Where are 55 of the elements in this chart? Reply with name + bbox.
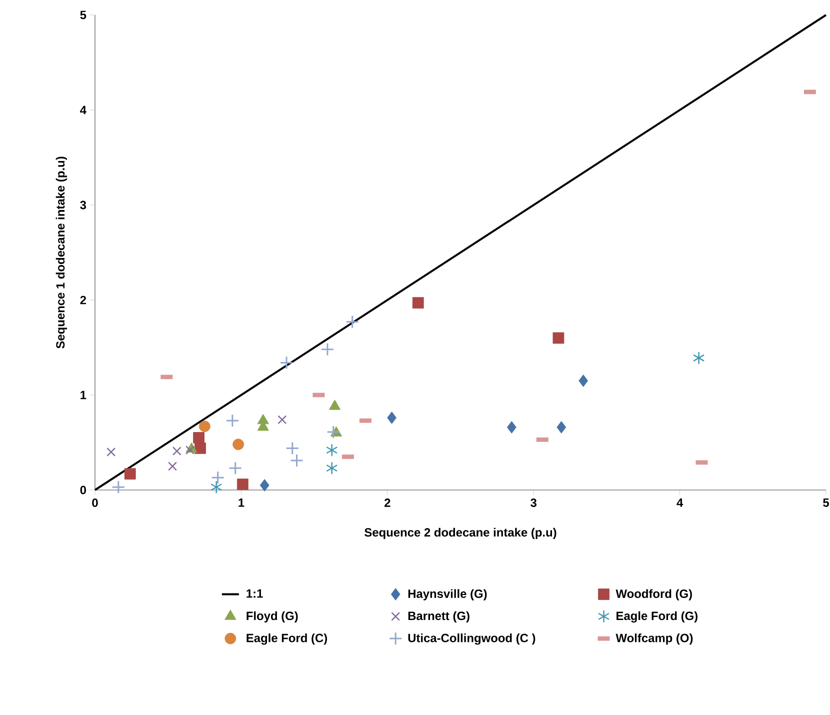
point	[326, 444, 338, 457]
y-tick-label: 2	[80, 296, 86, 304]
y-axis-title: Sequence 1 dodecane intake (p.u)	[56, 156, 67, 348]
point	[168, 462, 177, 471]
legend-label: Eagle Ford (C)	[246, 633, 328, 645]
x-axis-title: Sequence 2 dodecane intake (p.u)	[364, 528, 556, 539]
point	[193, 432, 204, 444]
x-tick-label: 5	[823, 498, 829, 507]
point	[124, 468, 136, 480]
point	[506, 421, 516, 434]
legend-label: Floyd (G)	[246, 611, 298, 622]
point	[236, 478, 248, 490]
y-tick-label: 0	[80, 486, 86, 494]
point	[260, 479, 270, 492]
y-tick-label: 1	[80, 390, 86, 400]
x-tick-label: 4	[676, 498, 684, 507]
point	[326, 462, 338, 475]
point	[226, 414, 240, 428]
legend-label: Barnett (G)	[408, 611, 470, 622]
point	[346, 315, 360, 329]
point	[112, 480, 126, 494]
point	[326, 425, 340, 439]
point	[552, 332, 564, 344]
point	[290, 454, 304, 468]
y-tick-label: 5	[80, 10, 86, 20]
x-tick-label: 1	[238, 498, 244, 507]
point	[693, 351, 705, 365]
x-tick-label: 0	[92, 498, 98, 507]
point	[186, 446, 195, 455]
x-tick-label: 3	[530, 498, 536, 508]
y-tick-label: 3	[80, 200, 86, 210]
point	[578, 374, 588, 387]
x-tick-label: 2	[384, 498, 390, 507]
point	[278, 415, 287, 424]
point	[106, 448, 116, 456]
legend-label: Wolfcamp (O)	[616, 633, 693, 645]
point	[412, 297, 424, 309]
point	[228, 461, 242, 475]
legend-label: Haynsville (G)	[408, 589, 487, 600]
point	[194, 442, 206, 454]
point	[211, 470, 225, 484]
point	[280, 356, 294, 370]
point	[387, 412, 396, 424]
point	[556, 421, 566, 434]
point	[320, 342, 334, 356]
legend-label: Eagle Ford (G)	[616, 611, 698, 623]
y-tick-label: 4	[80, 106, 86, 114]
point	[210, 480, 222, 494]
point	[172, 446, 182, 456]
point	[198, 420, 210, 432]
legend-label: Utica-Collingwood (C )	[408, 633, 536, 645]
legend-label: 1:1	[246, 589, 263, 598]
point	[232, 438, 244, 450]
legend-label: Woodford (G)	[616, 589, 692, 600]
point	[286, 441, 300, 455]
